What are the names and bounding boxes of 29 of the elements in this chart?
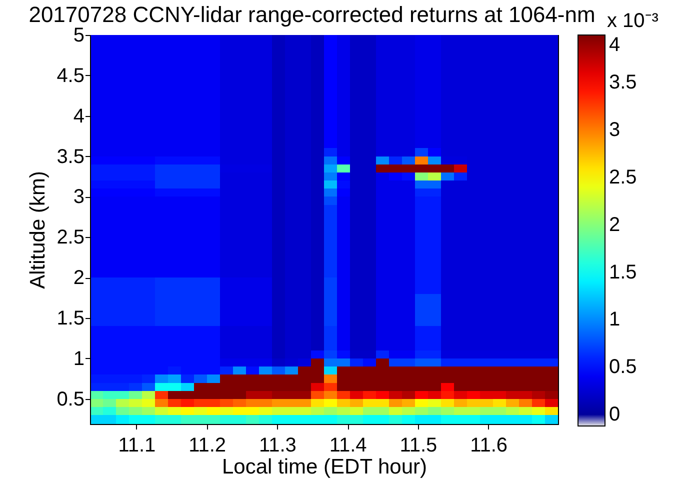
color-bar-label: 2 <box>609 214 620 236</box>
x-tick-label: 11.1 <box>118 434 156 456</box>
color-bar-label: 1.5 <box>609 261 637 284</box>
y-tick-label: 5 <box>73 24 84 46</box>
y-tick-label: 1.5 <box>56 308 84 330</box>
color-bar-label: 3.5 <box>609 71 637 94</box>
y-tick-label: 0.5 <box>56 388 84 410</box>
y-tick-label: 3.5 <box>56 146 84 168</box>
x-tick-label: 11.6 <box>470 434 508 456</box>
chart-title: 20170728 CCNY-lidar range-corrected returns at 1064-nm <box>28 2 596 27</box>
y-tick-label: 3 <box>73 186 84 208</box>
color-bar-label: 4 <box>609 34 620 56</box>
color-bar-label: 1 <box>609 308 620 331</box>
x-tick-label: 11.2 <box>188 434 226 456</box>
x-tick-label: 11.3 <box>258 434 296 456</box>
x-axis-title: Local time (EDT hour) <box>222 456 428 478</box>
y-tick-label: 1 <box>73 348 84 370</box>
x-tick-label: 11.5 <box>400 434 438 456</box>
color-bar-label: 3 <box>609 118 620 141</box>
y-axis-title: Altitude (km) <box>26 171 50 289</box>
color-bar-title: x 10⁻³ <box>607 10 659 32</box>
x-tick-label: 11.4 <box>329 434 367 456</box>
y-tick-label: 2 <box>73 267 84 290</box>
y-tick-label: 2.5 <box>56 226 84 249</box>
y-tick-label: 4.5 <box>56 64 84 87</box>
color-bar-label: 2.5 <box>609 166 637 188</box>
color-bar-label: 0.5 <box>609 356 637 378</box>
y-tick-label: 4 <box>73 105 84 128</box>
color-bar-label: 0 <box>609 404 620 426</box>
